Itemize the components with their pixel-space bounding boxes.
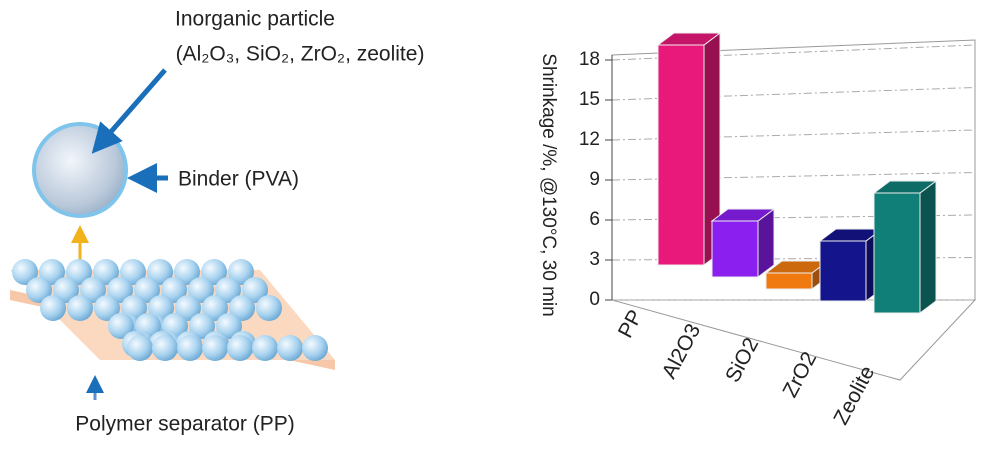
bar-side <box>919 180 937 314</box>
particle-ball <box>227 335 253 361</box>
particle-ball <box>120 259 146 285</box>
particle-ball <box>302 335 328 361</box>
particle-ball <box>53 277 79 303</box>
particle-ball <box>127 335 153 361</box>
bar <box>819 240 867 302</box>
y-tick-label: 3 <box>589 249 600 270</box>
particle-ball <box>202 335 228 361</box>
particle-ball <box>147 259 173 285</box>
particle-ball <box>216 313 242 339</box>
particle-ball <box>201 259 227 285</box>
particle-ball <box>40 295 66 321</box>
particle-ball <box>39 259 65 285</box>
y-tick-label: 15 <box>579 89 600 110</box>
arrow <box>91 68 167 154</box>
y-tick-label: 9 <box>589 169 600 190</box>
particle-ball <box>152 335 178 361</box>
chart: 0 3 6 9 12 15 18 Shrinkage /%, @130°C, 30 min PP… <box>538 32 977 429</box>
bar <box>657 44 705 266</box>
particle-ball <box>175 295 201 321</box>
particle-ball <box>66 259 92 285</box>
particle-ball <box>161 277 187 303</box>
particle-ball <box>188 277 214 303</box>
particle-ball <box>134 277 160 303</box>
particle-ball <box>12 259 38 285</box>
particle-ball <box>189 313 215 339</box>
particle-ball <box>174 259 200 285</box>
particle-ball <box>202 295 228 321</box>
particle-ball <box>277 335 303 361</box>
x-tick-label: PP <box>614 306 647 342</box>
particle-ball <box>228 259 254 285</box>
y-tick-label: 6 <box>589 209 600 230</box>
x-tick-label: Zeolite <box>829 362 879 428</box>
particle-types: (Al₂O₃, SiO₂, ZrO₂, zeolite) <box>176 43 425 66</box>
particle-ball <box>215 277 241 303</box>
particle-title: Inorganic particle <box>175 8 335 31</box>
bar <box>711 220 759 278</box>
particle-ball <box>93 259 119 285</box>
diagram: Inorganic particle (Al₂O₃, SiO₂, ZrO₂, z… <box>10 8 424 436</box>
particle-ball <box>80 277 106 303</box>
particle-ball <box>242 277 268 303</box>
bar <box>873 192 921 314</box>
x-tick-label: ZrO2 <box>779 348 822 401</box>
particle-ball <box>107 277 133 303</box>
bar <box>765 272 813 290</box>
particle-ball <box>229 295 255 321</box>
binder-label: Binder (PVA) <box>178 168 299 191</box>
particle-ball <box>256 295 282 321</box>
y-tick-label: 12 <box>579 129 600 150</box>
x-tick-label: SiO2 <box>721 334 763 386</box>
y-axis-label: Shrinkage /%, @130°C, 30 min <box>538 53 559 316</box>
y-tick-label: 0 <box>589 289 600 310</box>
particle-ball <box>252 335 278 361</box>
x-tick-label: Al2O3 <box>658 320 706 382</box>
y-tick-label: 18 <box>579 49 600 70</box>
particle <box>32 122 128 218</box>
particle-ball <box>108 313 134 339</box>
particle-ball <box>67 295 93 321</box>
particle-ball <box>177 335 203 361</box>
particle-ball <box>26 277 52 303</box>
particle-layer <box>12 259 328 361</box>
particle-ball <box>94 295 120 321</box>
separator-label: Polymer separator (PP) <box>75 413 294 436</box>
